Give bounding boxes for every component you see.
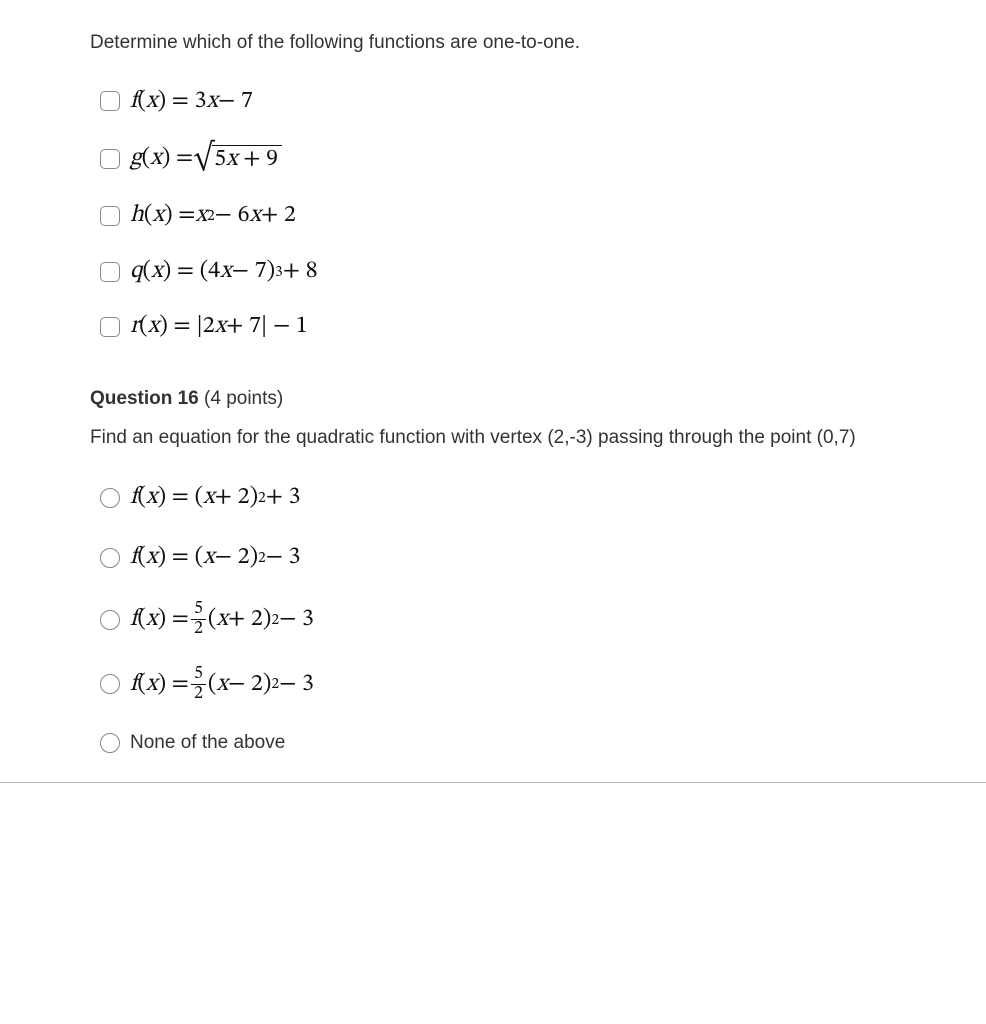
q16-option-d[interactable]: f(x) = 52(x − 2)2 − 3	[90, 665, 946, 704]
q16-heading: Question 16 (4 points)	[90, 386, 946, 413]
radio-icon[interactable]	[100, 488, 120, 508]
q16-option-e-label: None of the above	[130, 730, 285, 757]
checkbox-icon[interactable]	[100, 262, 120, 282]
q16-points: (4 points)	[204, 388, 283, 409]
q15-prompt: Determine which of the following functio…	[90, 30, 946, 57]
q15-option-q[interactable]: q(x) = (4x − 7)3 + 8	[90, 255, 946, 289]
q15-option-h-equation: h(x) = x2 − 6x + 2	[130, 199, 296, 233]
q15-option-h[interactable]: h(x) = x2 − 6x + 2	[90, 199, 946, 233]
q16-option-b-equation: f(x) = (x − 2)2 − 3	[130, 541, 301, 575]
q15-option-q-equation: q(x) = (4x − 7)3 + 8	[130, 255, 318, 289]
q16-prompt: Find an equation for the quadratic funct…	[90, 425, 946, 452]
q15-option-f-equation: f(x) = 3x − 7	[130, 85, 253, 119]
q16-option-c-equation: f(x) = 52(x + 2)2 − 3	[130, 600, 314, 639]
q15-options: f(x) = 3x − 7 g(x) = √5x + 9 h(x) = x2 − 6…	[90, 85, 946, 344]
q16-option-e[interactable]: None of the above	[90, 730, 946, 757]
q16-option-b[interactable]: f(x) = (x − 2)2 − 3	[90, 541, 946, 575]
q16-number: Question 16	[90, 388, 199, 409]
radio-icon[interactable]	[100, 733, 120, 753]
q15-option-g-equation: g(x) = √5x + 9	[130, 140, 282, 177]
checkbox-icon[interactable]	[100, 91, 120, 111]
q16-option-d-equation: f(x) = 52(x − 2)2 − 3	[130, 665, 314, 704]
q16-options: f(x) = (x + 2)2 + 3 f(x) = (x − 2)2 − 3 f(…	[90, 481, 946, 756]
q16-option-a-equation: f(x) = (x + 2)2 + 3	[130, 481, 301, 515]
radio-icon[interactable]	[100, 674, 120, 694]
checkbox-icon[interactable]	[100, 149, 120, 169]
checkbox-icon[interactable]	[100, 317, 120, 337]
q16-option-c[interactable]: f(x) = 52(x + 2)2 − 3	[90, 600, 946, 639]
q15-option-r[interactable]: r(x) = |2x + 7| − 1	[90, 310, 946, 344]
page-divider	[0, 782, 986, 783]
q16-option-a[interactable]: f(x) = (x + 2)2 + 3	[90, 481, 946, 515]
radio-icon[interactable]	[100, 548, 120, 568]
q15-option-f[interactable]: f(x) = 3x − 7	[90, 85, 946, 119]
q15-option-g[interactable]: g(x) = √5x + 9	[90, 140, 946, 177]
checkbox-icon[interactable]	[100, 206, 120, 226]
q15-option-r-equation: r(x) = |2x + 7| − 1	[130, 310, 308, 344]
radio-icon[interactable]	[100, 610, 120, 630]
